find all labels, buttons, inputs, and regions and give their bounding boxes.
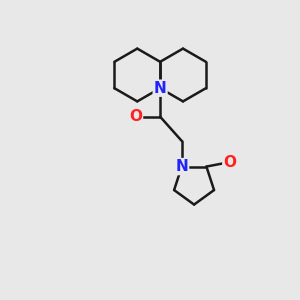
Text: O: O bbox=[223, 154, 236, 169]
Text: N: N bbox=[154, 81, 167, 96]
Text: O: O bbox=[129, 109, 142, 124]
Text: N: N bbox=[176, 159, 188, 174]
